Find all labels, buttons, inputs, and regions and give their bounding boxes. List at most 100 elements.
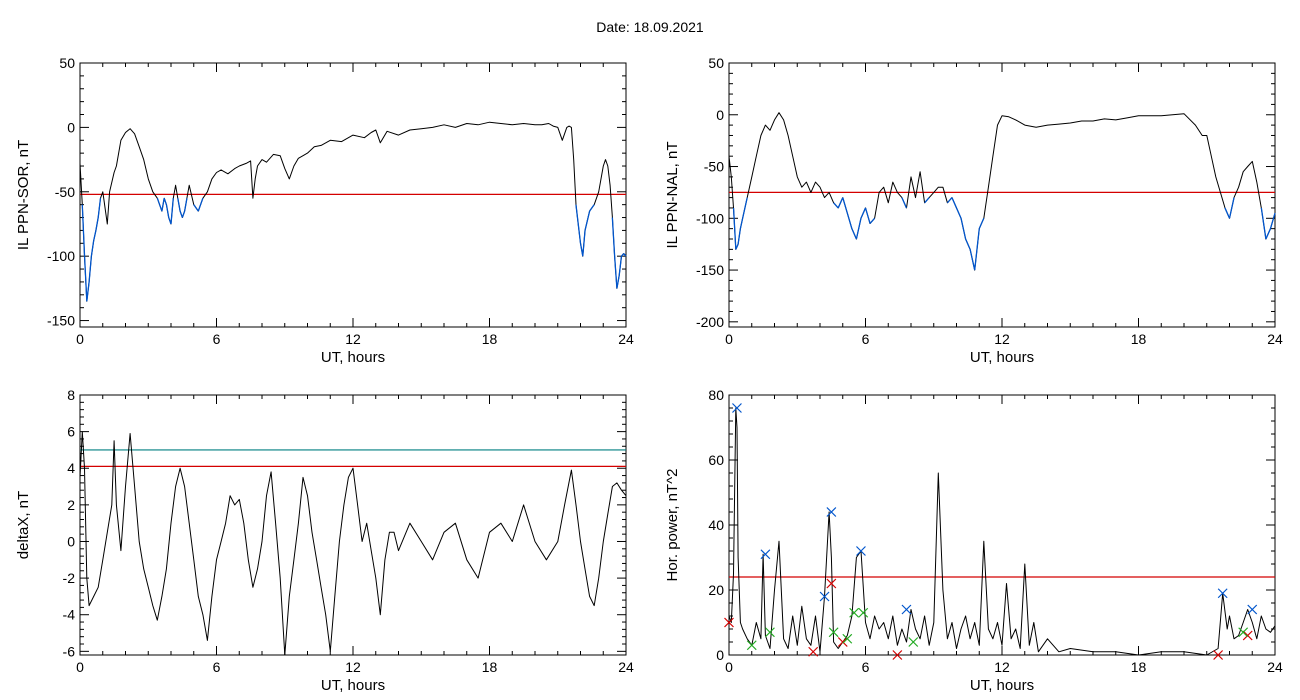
sor-below-threshold-segment [165,204,170,218]
nal-below-threshold-segment [974,228,980,271]
power-marker [826,507,837,517]
power-ytick-label: 80 [708,387,724,403]
nal-below-threshold-segment [960,218,967,240]
power-marker-stroke [808,646,819,657]
deltax-xlabel: UT, hours [321,677,385,694]
nal-below-threshold-segment [1265,228,1272,240]
power-marker-stroke [892,650,903,660]
nal-xtick-label: 12 [994,331,1010,347]
sor-frame [79,62,627,328]
sor-below-threshold-segment [611,217,616,257]
power-marker [908,637,919,647]
nal-below-threshold-segment [851,228,857,240]
power-marker [746,640,757,651]
power-marker [724,617,734,628]
sor-below-threshold-segment [616,275,620,289]
power-marker-stroke [826,578,837,589]
sor-below-threshold-segment [179,210,183,218]
nal-xtick-label: 18 [1131,331,1147,347]
sor-below-threshold-segment [83,256,88,302]
power-marker [892,650,903,660]
deltax-xtick-label: 0 [76,659,84,675]
nal-below-threshold-segment [739,218,744,229]
power-xtick-label: 6 [862,659,870,675]
sor-below-threshold-segment [577,223,582,244]
sor-ytick-label: -150 [47,313,75,329]
nal-below-threshold-segment [737,228,742,245]
sor-below-threshold-segment [161,198,165,212]
power-xtick-label: 24 [1267,659,1283,675]
nal-below-threshold-segment [901,197,908,209]
sor-xlabel: UT, hours [321,349,385,366]
power-marker-stroke [1242,630,1253,641]
power-marker-stroke [1238,627,1249,638]
sor-ytick-label: -50 [55,184,75,200]
sor-below-threshold-segment [197,198,204,212]
power-series-line [728,407,1276,656]
nal-below-threshold-segment [955,207,962,219]
power-marker-stroke [828,627,839,638]
power-xtick-label: 18 [1131,659,1147,675]
nal-series-line [728,112,1276,271]
sor-below-threshold-segment [623,253,627,257]
nal-below-threshold-segment [732,207,737,250]
nal-below-threshold-segment [735,243,739,250]
power-marker-stroke [826,507,837,517]
nal-xtick-label: 6 [862,331,870,347]
deltax-xtick-label: 6 [213,659,221,675]
deltax-series-line [79,431,627,656]
power-marker [837,637,848,647]
sor-below-threshold-segment [90,240,95,257]
power-marker [1238,627,1249,638]
nal-below-threshold-segment [1269,212,1276,229]
nal-ytick-label: 0 [716,107,724,123]
power-marker-stroke [746,640,757,651]
nal-below-threshold-segment [842,197,848,214]
power-marker-stroke [856,546,866,556]
power-marker [858,607,869,618]
sor-below-threshold-segment [177,198,181,212]
deltax-ytick-label: -2 [63,570,76,586]
sor-below-threshold-segment [156,198,161,205]
deltax-xtick-label: 12 [345,659,361,675]
power-marker-stroke [1217,588,1228,599]
deltax-frame [79,394,627,656]
deltax-ylabel: deltaX, nT [15,491,32,559]
power-marker [1213,650,1224,660]
nal-below-threshold-segment [846,212,853,229]
nal-xlabel: UT, hours [970,349,1034,366]
deltax-ytick-label: 6 [67,424,75,440]
sor-below-threshold-segment [86,281,90,302]
power-marker [856,546,866,556]
sor-below-threshold-segment [170,198,174,225]
power-marker-stroke [908,637,919,647]
power-marker-stroke [819,591,830,602]
deltax-ytick-label: -6 [63,643,76,659]
power-ytick-label: 60 [708,452,724,468]
nal-below-threshold-segment [833,202,839,209]
nal-below-threshold-segment [860,207,867,219]
sor-below-threshold-segment [613,256,618,289]
power-marker [819,591,830,602]
deltax-ytick-label: -4 [63,607,76,623]
sor-xtick-label: 0 [76,331,84,347]
sor-ytick-label: -100 [47,248,75,264]
nal-frame [728,62,1276,328]
sor-below-threshold-segment [589,204,595,212]
deltax-ytick-label: 4 [67,460,75,476]
nal-below-threshold-segment [1260,207,1267,240]
nal-ytick-label: -100 [696,210,724,226]
nal-below-threshold-segment [924,197,930,204]
sor-ylabel: IL PPN-SOR, nT [15,140,32,250]
nal-below-threshold-segment [1228,197,1235,219]
sor-below-threshold-segment [97,198,102,218]
nal-below-threshold-segment [864,207,871,224]
nal-below-threshold-segment [978,218,985,229]
power-ylabel: Hor. power, nT^2 [664,469,681,582]
power-marker-stroke [732,403,742,413]
power-marker-stroke [837,637,848,647]
power-marker [849,607,860,618]
power-marker [1247,604,1258,615]
